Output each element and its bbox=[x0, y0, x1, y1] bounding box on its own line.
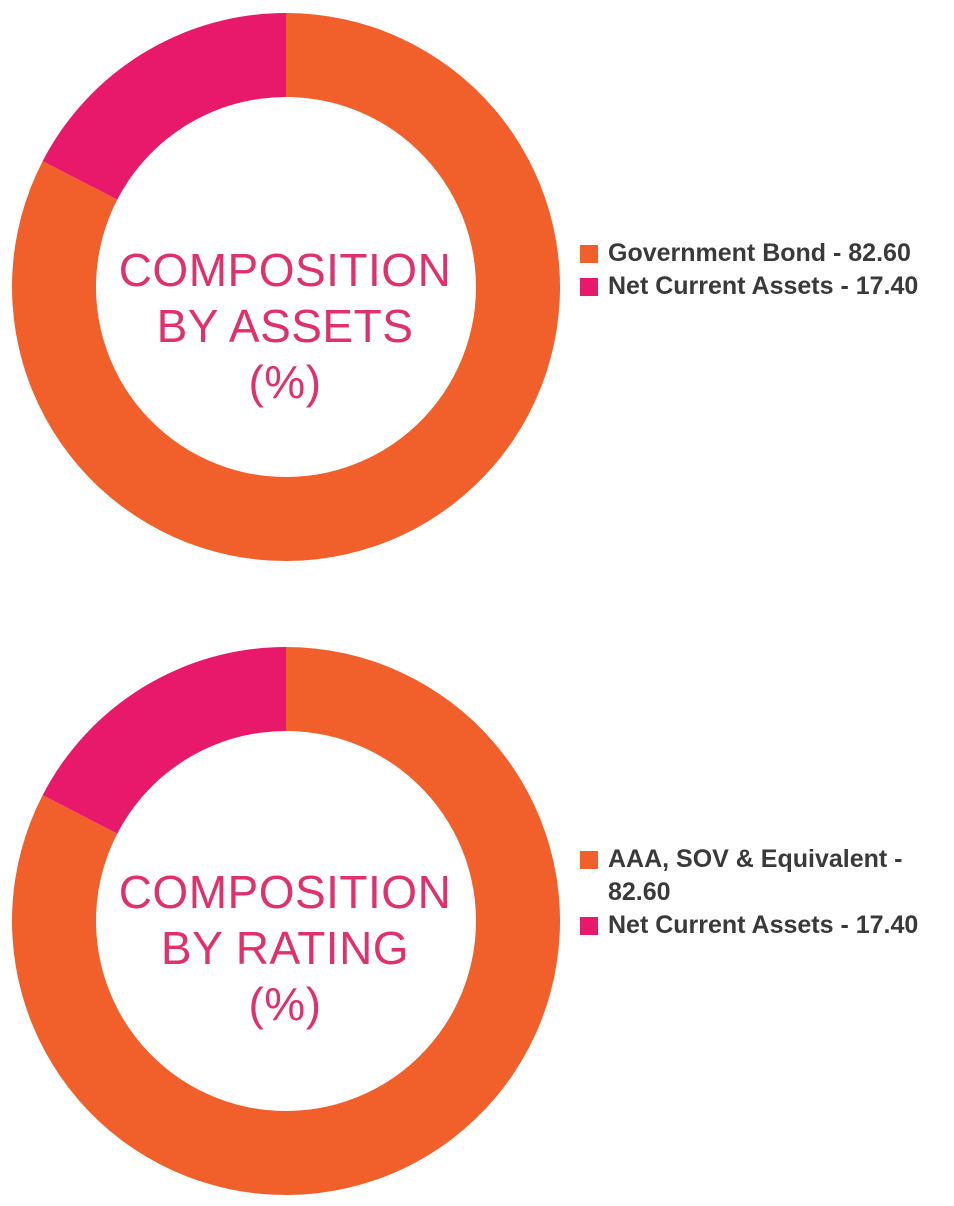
legend-label: Government Bond - 82.60 bbox=[608, 239, 911, 267]
composition-by-assets-chart: COMPOSITION BY ASSETS (%) Government Bon… bbox=[0, 11, 954, 571]
center-title-line-2: BY RATING bbox=[160, 922, 410, 974]
legend-item-net-current-assets: Net Current Assets - 17.40 bbox=[580, 270, 950, 303]
legend-swatch bbox=[580, 245, 598, 263]
donut-rating bbox=[11, 647, 561, 1195]
donut-assets bbox=[11, 13, 561, 561]
donut-slice-government-bond bbox=[11, 13, 561, 561]
center-title-line-3: (%) bbox=[248, 356, 322, 408]
center-title-line-1: COMPOSITION bbox=[118, 244, 452, 296]
legend-swatch bbox=[580, 278, 598, 296]
legend: Government Bond - 82.60 Net Current Asse… bbox=[580, 237, 950, 303]
legend-swatch bbox=[580, 917, 598, 935]
legend-swatch bbox=[580, 851, 598, 869]
legend-label: Net Current Assets - 17.40 bbox=[608, 272, 919, 300]
donut-slice-net-current-assets bbox=[42, 647, 287, 834]
chart-center-title: COMPOSITION BY ASSETS (%) bbox=[85, 242, 485, 410]
donut-slice-aaa-sov-equivalent bbox=[11, 647, 561, 1195]
legend-label: AAA, SOV & Equivalent - 82.60 bbox=[608, 845, 903, 906]
chart-center-title: COMPOSITION BY RATING (%) bbox=[85, 864, 485, 1032]
center-title-line-3: (%) bbox=[248, 978, 322, 1030]
center-title-line-2: BY ASSETS bbox=[156, 300, 414, 352]
legend: AAA, SOV & Equivalent - 82.60 Net Curren… bbox=[580, 843, 950, 942]
center-title-line-1: COMPOSITION bbox=[118, 866, 452, 918]
legend-item-aaa-sov-equivalent: AAA, SOV & Equivalent - 82.60 bbox=[580, 843, 950, 909]
legend-item-net-current-assets: Net Current Assets - 17.40 bbox=[580, 909, 950, 942]
composition-by-rating-chart: COMPOSITION BY RATING (%) AAA, SOV & Equ… bbox=[0, 645, 954, 1205]
legend-label: Net Current Assets - 17.40 bbox=[608, 911, 919, 939]
donut-slice-net-current-assets bbox=[42, 13, 287, 200]
legend-item-government-bond: Government Bond - 82.60 bbox=[580, 237, 950, 270]
